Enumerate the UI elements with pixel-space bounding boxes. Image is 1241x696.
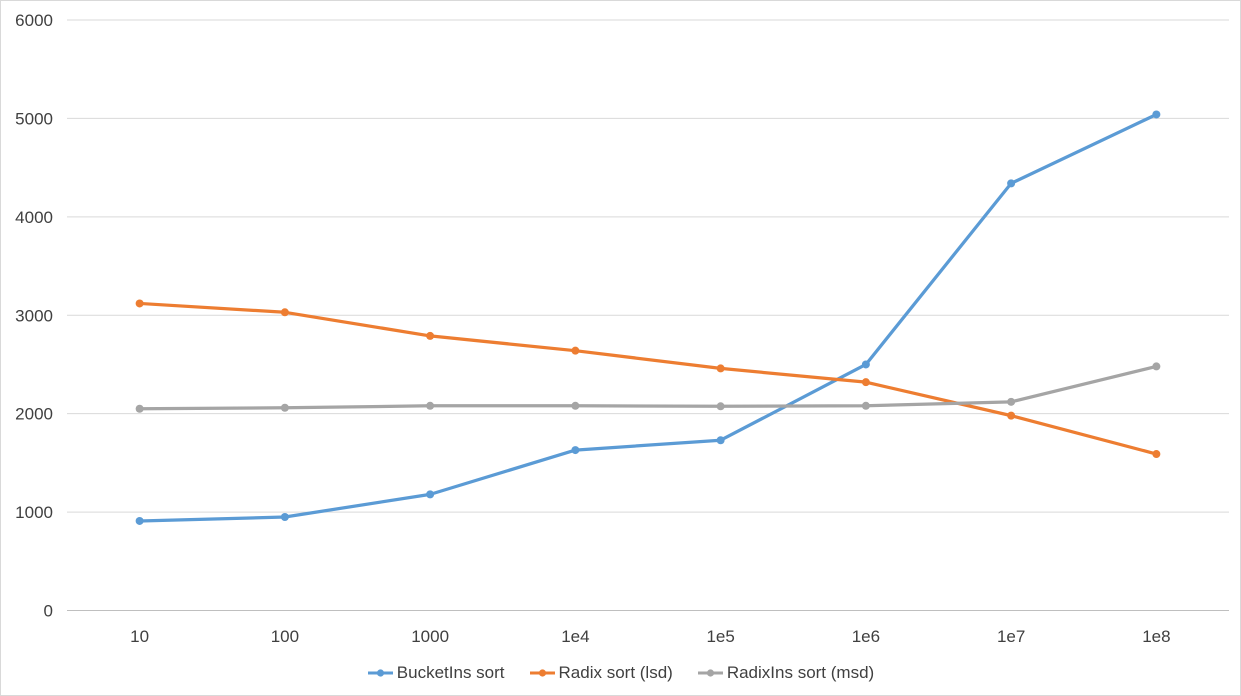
data-point-marker-radix-sort-lsd <box>280 308 289 317</box>
data-point-marker-radixins-sort-msd <box>861 401 870 410</box>
x-axis-tick-label: 1e6 <box>852 627 880 646</box>
legend-line-marker-icon <box>367 669 393 677</box>
data-point-marker-radix-sort-lsd <box>716 364 725 373</box>
y-axis-tick-label: 3000 <box>15 306 53 325</box>
data-point-marker-radixins-sort-msd <box>571 401 580 410</box>
data-point-marker-bucketins-sort <box>426 490 435 499</box>
data-point-marker-radix-sort-lsd <box>1152 450 1161 459</box>
data-point-marker-radix-sort-lsd <box>426 331 435 340</box>
y-axis-tick-label: 2000 <box>15 405 53 424</box>
data-point-marker-radixins-sort-msd <box>280 403 289 412</box>
data-point-marker-bucketins-sort <box>280 513 289 522</box>
legend-item-bucketins-sort: BucketIns sort <box>367 663 505 683</box>
data-point-marker-radixins-sort-msd <box>1152 362 1161 371</box>
data-point-marker-radixins-sort-msd <box>426 401 435 410</box>
series-line-bucketins-sort <box>138 112 1158 523</box>
data-point-marker-bucketins-sort <box>1152 110 1161 119</box>
data-point-marker-bucketins-sort <box>571 446 580 455</box>
legend-label: Radix sort (lsd) <box>558 663 673 682</box>
legend-label: RadixIns sort (msd) <box>726 663 875 682</box>
x-axis-tick-label: 1e8 <box>1142 627 1170 646</box>
legend-line-marker-icon <box>697 669 723 677</box>
y-axis-tick-label: 1000 <box>15 503 53 522</box>
x-axis-tick-label: 1e7 <box>997 627 1025 646</box>
series-line-radix-sort-lsd <box>138 301 1158 456</box>
x-axis-tick-label: 1e4 <box>561 627 589 646</box>
x-axis-tick-label: 1e5 <box>706 627 734 646</box>
y-axis-tick-label: 4000 <box>15 208 53 227</box>
data-point-marker-radixins-sort-msd <box>1007 397 1016 406</box>
data-point-marker-radix-sort-lsd <box>571 346 580 355</box>
legend-label: BucketIns sort <box>396 663 505 682</box>
data-point-marker-bucketins-sort <box>135 516 144 525</box>
x-axis-tick-label: 10 <box>130 627 149 646</box>
data-point-marker-radix-sort-lsd <box>1007 411 1016 420</box>
data-point-marker-radix-sort-lsd <box>135 299 144 308</box>
series-line-radixins-sort-msd <box>138 364 1158 411</box>
data-point-marker-bucketins-sort <box>716 436 725 445</box>
data-point-marker-bucketins-sort <box>861 360 870 369</box>
legend-item-radix-sort-lsd: Radix sort (lsd) <box>529 663 673 683</box>
x-axis-tick-label: 1000 <box>411 627 449 646</box>
x-axis-tick-label: 100 <box>271 627 299 646</box>
data-point-marker-radix-sort-lsd <box>861 378 870 387</box>
legend-item-radixins-sort-msd: RadixIns sort (msd) <box>697 663 874 683</box>
data-point-marker-radixins-sort-msd <box>716 402 725 411</box>
data-point-marker-radixins-sort-msd <box>135 404 144 413</box>
legend: BucketIns sort Radix sort (lsd) RadixIns s… <box>1 659 1240 687</box>
y-axis-tick-label: 0 <box>44 602 53 621</box>
y-axis-tick-label: 6000 <box>15 11 53 30</box>
data-point-marker-bucketins-sort <box>1007 179 1016 188</box>
y-axis-tick-label: 5000 <box>15 109 53 128</box>
legend-line-marker-icon <box>529 669 555 677</box>
